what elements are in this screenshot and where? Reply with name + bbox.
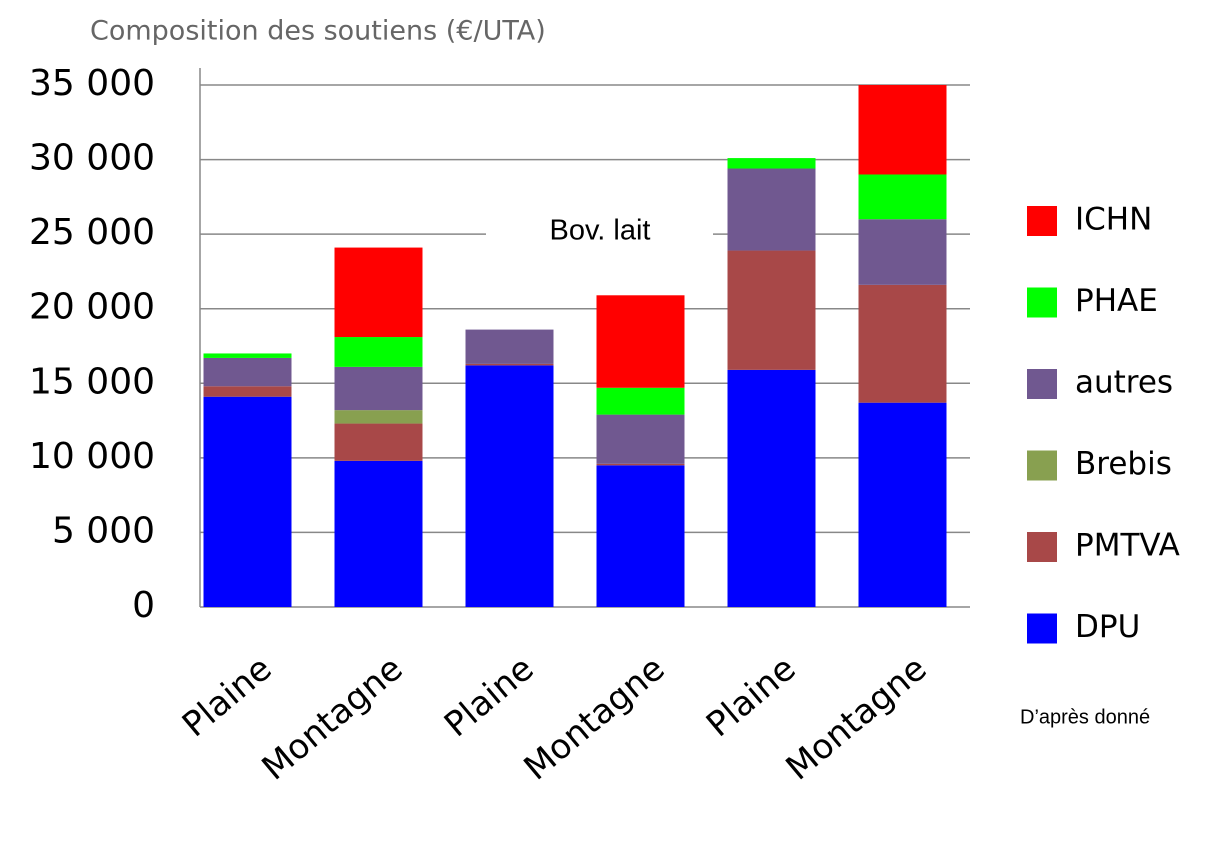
y-tick-label: 25 000 xyxy=(29,212,155,253)
y-tick-label: 10 000 xyxy=(29,436,155,477)
bar-segment xyxy=(465,365,554,607)
y-tick-label: 20 000 xyxy=(29,287,155,328)
legend-swatch xyxy=(1027,206,1057,236)
note: D’après donné xyxy=(1020,706,1150,728)
bar-segment xyxy=(596,387,685,415)
legend-swatch xyxy=(1027,450,1057,481)
bar-segment xyxy=(596,463,685,466)
bar-segment xyxy=(858,402,947,607)
legend-label: Brebis xyxy=(1075,446,1172,482)
legend-label: autres xyxy=(1075,365,1173,401)
legend-swatch xyxy=(1027,287,1057,318)
bar-segment xyxy=(596,465,685,607)
chart-title: Composition des soutiens (€/UTA) xyxy=(90,16,546,47)
bar-segment xyxy=(334,337,423,367)
legend-swatch xyxy=(1027,613,1057,644)
bar-segment xyxy=(203,386,292,397)
annotation: Bov. lait xyxy=(549,215,650,247)
bar-segment xyxy=(858,219,947,285)
x-tick-label: Plaine xyxy=(437,649,541,746)
y-tick-label: 0 xyxy=(132,585,155,626)
legend-label: DPU xyxy=(1075,609,1140,645)
x-tick-label: Plaine xyxy=(699,649,803,746)
bar-segment xyxy=(203,396,292,607)
legend-label: PMTVA xyxy=(1075,528,1180,564)
annotation-box xyxy=(486,212,713,254)
bar-segment xyxy=(727,369,816,607)
bar-segment xyxy=(334,460,423,607)
x-tick-label: Montagne xyxy=(255,649,411,789)
bar-segment xyxy=(727,250,816,370)
bar-segment xyxy=(334,410,423,424)
bar-segment xyxy=(858,284,947,403)
bar-segment xyxy=(727,168,816,251)
y-tick-label: 35 000 xyxy=(29,63,155,104)
y-tick-label: 15 000 xyxy=(29,361,155,402)
y-tick-label: 5 000 xyxy=(52,510,155,551)
bar-segment xyxy=(465,329,554,364)
bar-segment xyxy=(596,414,685,464)
bar-segment xyxy=(858,85,947,175)
legend-swatch xyxy=(1027,369,1057,399)
y-tick-label: 30 000 xyxy=(29,138,155,179)
bar-segment xyxy=(727,158,816,169)
bar-segment xyxy=(334,366,423,411)
legend-label: ICHN xyxy=(1075,202,1152,238)
bar-segment xyxy=(334,247,423,338)
legend-swatch xyxy=(1027,532,1057,562)
bar-segment xyxy=(596,295,685,388)
bar-segment xyxy=(203,353,292,358)
legend-label: PHAE xyxy=(1075,283,1158,319)
bar-segment xyxy=(334,423,423,461)
bar-segment xyxy=(465,363,554,366)
bar-segment xyxy=(203,357,292,387)
bar-segment xyxy=(858,174,947,220)
x-tick-label: Montagne xyxy=(779,649,935,789)
x-tick-label: Plaine xyxy=(175,649,279,746)
x-tick-label: Montagne xyxy=(517,649,673,789)
